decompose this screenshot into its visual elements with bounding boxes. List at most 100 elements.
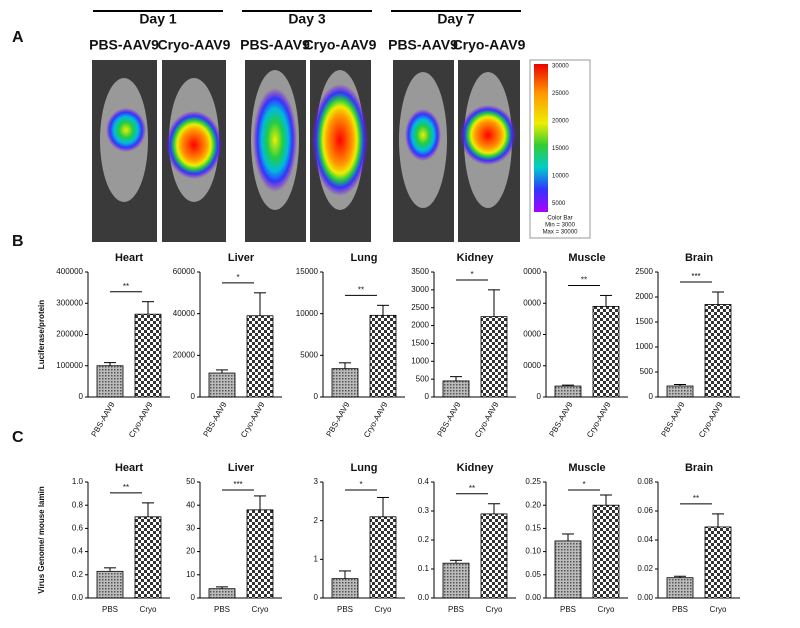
y-tick-label: 0 — [537, 392, 542, 401]
sample-label: Cryo-AAV9 — [453, 37, 526, 53]
x-tick-label: Cryo-AAV9 — [585, 400, 613, 439]
panel-label: B — [12, 233, 24, 250]
x-tick-label: Cryo-AAV9 — [239, 400, 267, 439]
y-tick-label: 2500 — [411, 303, 429, 312]
y-tick-label: 400000 — [56, 267, 83, 276]
y-tick-label: 0.00 — [637, 593, 653, 602]
y-tick-label: 500 — [640, 367, 654, 376]
y-tick-label: 5000 — [300, 350, 318, 359]
y-tick-label: 0.4 — [418, 477, 430, 486]
y-tick-label: 200000 — [56, 330, 83, 339]
chart-title: Lung — [351, 462, 378, 474]
x-tick-label: PBS — [560, 605, 576, 614]
sample-label: Cryo-AAV9 — [304, 37, 377, 53]
y-tick-label: 0 — [314, 392, 319, 401]
bar — [246, 509, 274, 599]
colorbar-tick: 10000 — [552, 174, 569, 180]
bar — [554, 540, 582, 599]
chart-title: Liver — [228, 252, 255, 264]
colorbar-tick: 25000 — [552, 91, 569, 97]
significance-label: * — [359, 480, 362, 489]
bar — [331, 368, 359, 398]
bar — [554, 385, 582, 398]
colorbar-text: Max = 30000 — [543, 230, 579, 236]
y-tick-label: 1 — [314, 554, 319, 563]
sample-label: PBS-AAV9 — [240, 37, 310, 53]
y-tick-label: 0000 — [523, 330, 541, 339]
bar — [442, 562, 470, 599]
significance-label: ** — [358, 285, 364, 294]
x-tick-label: PBS-AAV9 — [435, 400, 462, 438]
significance-label: ** — [581, 276, 587, 285]
x-tick-label: Cryo-AAV9 — [697, 400, 725, 439]
bar — [666, 385, 694, 398]
significance-label: *** — [233, 480, 242, 489]
y-tick-label: 20 — [186, 547, 195, 556]
bar — [369, 516, 397, 599]
signal — [405, 109, 441, 161]
bar — [134, 313, 162, 398]
y-tick-label: 30 — [186, 524, 195, 533]
colorbar-tick: 15000 — [552, 146, 569, 152]
y-tick-label: 0 — [79, 392, 84, 401]
y-tick-label: 0.08 — [637, 477, 653, 486]
x-tick-label: Cryo-AAV9 — [127, 400, 155, 439]
bar — [592, 305, 620, 398]
y-tick-label: 2 — [314, 516, 319, 525]
y-tick-label: 0000 — [523, 298, 541, 307]
y-tick-label: 0.15 — [525, 524, 541, 533]
x-tick-label: Cryo — [598, 605, 615, 614]
y-tick-label: 0 — [191, 593, 196, 602]
y-tick-label: 3500 — [411, 267, 429, 276]
y-tick-label: 2000 — [411, 321, 429, 330]
y-tick-label: 2000 — [635, 292, 653, 301]
colorbar-text: Min = 3000 — [545, 223, 576, 229]
y-tick-label: 3000 — [411, 285, 429, 294]
colorbar — [534, 64, 548, 212]
y-tick-label: 0.04 — [637, 535, 653, 544]
significance-label: ** — [693, 494, 699, 503]
y-tick-label: 0.10 — [525, 547, 541, 556]
y-tick-label: 10 — [186, 570, 195, 579]
chart-title: Muscle — [568, 462, 605, 474]
bar — [96, 570, 124, 599]
x-tick-label: Cryo — [140, 605, 157, 614]
y-tick-label: 300000 — [56, 298, 83, 307]
bar — [592, 504, 620, 599]
y-tick-label: 0000 — [523, 361, 541, 370]
significance-label: * — [470, 270, 473, 279]
significance-label: ** — [123, 483, 129, 492]
y-tick-label: 0 — [191, 392, 196, 401]
y-tick-label: 15000 — [296, 267, 319, 276]
colorbar-tick: 20000 — [552, 119, 569, 125]
colorbar-tick: 30000 — [552, 64, 569, 70]
sample-label: PBS-AAV9 — [89, 37, 159, 53]
x-tick-label: PBS-AAV9 — [89, 400, 116, 438]
y-tick-label: 0.8 — [72, 500, 84, 509]
signal — [312, 84, 368, 196]
significance-label: *** — [691, 272, 700, 281]
y-tick-label: 0.3 — [418, 506, 430, 515]
chart-title: Brain — [685, 252, 713, 264]
chart-title: Heart — [115, 462, 143, 474]
bar — [208, 588, 236, 599]
x-tick-label: Cryo — [252, 605, 269, 614]
chart-title: Heart — [115, 252, 143, 264]
y-tick-label: 1500 — [411, 339, 429, 348]
sample-label: Cryo-AAV9 — [158, 37, 231, 53]
y-tick-label: 0.20 — [525, 500, 541, 509]
x-tick-label: Cryo — [375, 605, 392, 614]
x-tick-label: Cryo-AAV9 — [473, 400, 501, 439]
panel-label: C — [12, 429, 24, 446]
bar — [704, 304, 732, 398]
day-label: Day 7 — [437, 11, 475, 27]
day-label: Day 1 — [139, 11, 177, 27]
mouse-images — [92, 59, 591, 242]
bar — [208, 372, 236, 398]
bar — [134, 516, 162, 599]
y-tick-label: 40 — [186, 500, 195, 509]
bar — [442, 380, 470, 398]
signal — [460, 105, 516, 165]
x-tick-label: PBS — [214, 605, 230, 614]
